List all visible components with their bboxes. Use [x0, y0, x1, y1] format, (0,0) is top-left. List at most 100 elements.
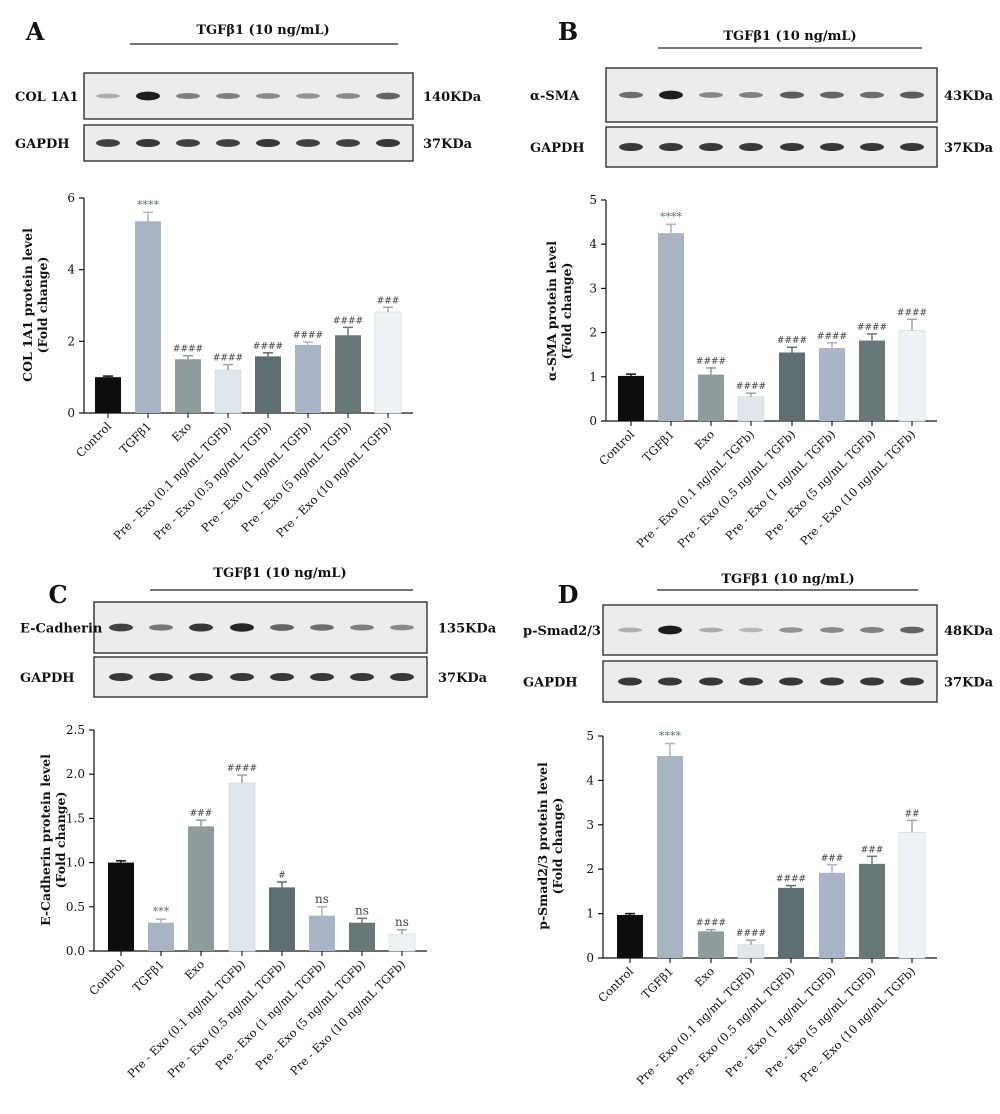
y-tick-label: 1.5	[66, 811, 85, 825]
significance-label: ####	[736, 382, 766, 392]
y-axis-label-line: (Fold change)	[53, 792, 68, 889]
bar	[737, 396, 765, 422]
blot-band	[136, 139, 160, 147]
y-axis-label-line: COL 1A1 protein level	[20, 228, 35, 382]
x-category-label: Control	[596, 427, 637, 468]
blot-band	[780, 91, 804, 99]
blot-band	[216, 139, 240, 147]
blot-label: GAPDH	[15, 137, 70, 152]
blot-label: COL 1A1	[15, 90, 79, 105]
bar	[658, 233, 684, 421]
blot-band	[390, 624, 414, 631]
blot-band	[820, 677, 844, 686]
blot-label: α-SMA	[530, 89, 580, 104]
x-category-label: Exo	[182, 957, 207, 982]
blot-frame	[93, 601, 428, 654]
bar	[657, 755, 683, 958]
y-tick-label: 2	[589, 326, 597, 340]
blot-band	[230, 623, 254, 632]
treatment-header: TGFβ1 (10 ng/mL)	[213, 566, 346, 581]
panel-letter: D	[558, 580, 579, 609]
significance-label: ##	[904, 809, 919, 819]
blot-band	[256, 139, 280, 147]
significance-label: ####	[897, 308, 927, 318]
x-category-label: Exo	[692, 427, 717, 452]
bar	[819, 348, 845, 421]
y-tick-label: 0	[67, 406, 75, 420]
significance-label: ####	[857, 323, 887, 333]
significance-label: ####	[173, 345, 203, 355]
x-category-label: TGFβ1	[639, 964, 676, 1001]
significance-label: ****	[137, 198, 160, 211]
blot-band	[618, 627, 642, 633]
bar	[898, 832, 926, 959]
blot-kda-label: 140KDa	[423, 90, 482, 105]
significance-label: ###	[190, 809, 213, 819]
significance-label: ###	[861, 845, 884, 855]
panel-d: D TGFβ1 (10 ng/mL) p-Smad2/3 48KDa GAPDH 37KD…	[523, 572, 994, 1088]
blot-band	[296, 93, 320, 99]
bar	[95, 377, 121, 413]
blot-band	[820, 627, 844, 633]
significance-label: ***	[153, 905, 170, 918]
blot-band	[256, 93, 280, 99]
blot-frame	[605, 67, 938, 123]
bar	[135, 221, 161, 413]
blot-band	[699, 677, 723, 686]
blot-band	[659, 90, 683, 100]
y-tick-label: 1	[586, 907, 594, 921]
blot-band	[336, 93, 360, 99]
significance-label: ****	[660, 210, 683, 223]
western-blot-strip: p-Smad2/3 48KDa	[523, 604, 994, 656]
bar	[898, 330, 926, 422]
y-axis-label: α-SMA protein level(Fold change)	[544, 241, 574, 381]
blot-frame	[83, 124, 414, 162]
blot-band	[860, 143, 884, 151]
blot-band	[900, 91, 924, 99]
blot-band	[820, 143, 844, 151]
bar	[175, 359, 201, 413]
significance-label: ####	[736, 929, 766, 939]
panel-letter: A	[25, 17, 45, 46]
y-tick-label: 5	[589, 193, 597, 207]
panel-b: B TGFβ1 (10 ng/mL) α-SMA 43KDa GAPDH 37KDa 0 1 2…	[530, 17, 994, 551]
western-blot-strip: E-Cadherin 135KDa	[20, 601, 497, 654]
blot-band	[900, 677, 924, 686]
blot-band	[296, 139, 320, 147]
significance-label: ####	[293, 331, 323, 341]
blot-band	[739, 143, 763, 151]
bar	[698, 931, 724, 958]
y-axis-label-line: (Fold change)	[35, 257, 50, 354]
x-category-label: Control	[73, 419, 114, 460]
blot-band	[779, 627, 803, 633]
y-tick-label: 0.0	[66, 944, 85, 958]
blot-band	[779, 677, 803, 686]
panel-c: C TGFβ1 (10 ng/mL) E-Cadherin 135KDa GAPDH 37…	[20, 566, 497, 1081]
blot-label: GAPDH	[20, 671, 75, 686]
blot-band	[659, 143, 683, 151]
x-category-label: TGFβ1	[640, 427, 677, 464]
blot-band	[109, 623, 133, 632]
blot-band	[350, 673, 374, 681]
blot-band	[176, 93, 200, 99]
y-tick-label: 5	[586, 729, 594, 743]
western-blot-strip: GAPDH 37KDa	[523, 660, 994, 703]
western-blot-strip: GAPDH 37KDa	[15, 124, 473, 162]
bar	[228, 782, 256, 952]
blot-band	[739, 627, 763, 633]
bar	[779, 352, 805, 421]
significance-label: #	[278, 871, 286, 881]
bar	[295, 344, 321, 413]
y-axis-label-line: p-Smad2/3 protein level	[535, 762, 550, 930]
blot-band	[230, 673, 254, 681]
blot-kda-label: 37KDa	[423, 137, 473, 152]
blot-band	[216, 93, 240, 99]
western-blot-strip: GAPDH 37KDa	[20, 656, 488, 698]
y-axis-label-line: α-SMA protein level	[544, 241, 559, 381]
x-category-label: Control	[595, 964, 636, 1005]
blot-band	[96, 93, 120, 99]
